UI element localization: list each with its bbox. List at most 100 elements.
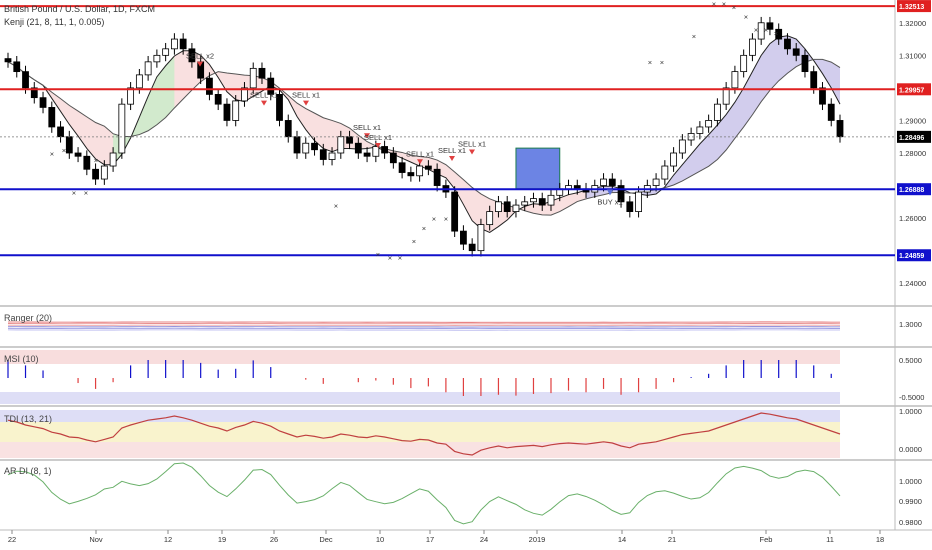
time-tick: Nov	[89, 535, 103, 544]
sell-x-marker: ×	[50, 149, 54, 158]
sell-x-marker: ×	[334, 201, 338, 210]
candle-body	[22, 71, 29, 89]
sell-arrow	[449, 156, 455, 161]
candle-body	[827, 103, 835, 121]
sell-x-marker: ×	[84, 188, 88, 197]
level-tag: 1.24859	[899, 253, 924, 260]
msi-tick: -0.5000	[899, 393, 924, 402]
candle-body	[337, 136, 345, 154]
candle-body	[731, 71, 739, 89]
candle-body	[4, 58, 12, 63]
candle-body	[722, 87, 730, 105]
time-tick: 14	[618, 535, 626, 544]
sell-signal-label: SELL x1	[458, 139, 486, 148]
indicator-title: Kenji (21, 8, 11, 1, 0.005)	[4, 17, 105, 27]
candle-body	[757, 22, 765, 40]
candle-body	[170, 38, 178, 50]
candle-body	[792, 48, 800, 56]
time-tick: 21	[668, 535, 676, 544]
level-tag-bg	[897, 249, 931, 262]
candle-body	[13, 61, 21, 73]
ma-line-fast	[7, 35, 841, 233]
kenji-cloud-green	[113, 55, 175, 165]
candle-body	[670, 152, 677, 167]
candle-body	[810, 71, 818, 89]
sell-signal-label: SELL x1	[406, 149, 434, 158]
sell-x-marker: ×	[94, 156, 98, 165]
candle-body	[775, 28, 783, 40]
tdi-tick: 1.0000	[899, 407, 922, 416]
candle-body	[389, 152, 397, 164]
buy-signal-label: BUY x1	[597, 197, 622, 206]
candle-body	[363, 152, 371, 157]
candle-body	[83, 155, 91, 170]
candle-body	[495, 201, 502, 212]
candle-body	[460, 230, 467, 245]
tdi-label: TDI (13, 21)	[4, 414, 53, 424]
candle-body	[267, 77, 275, 95]
ranger-tick: 1.3000	[899, 320, 922, 329]
candle-body	[188, 48, 196, 63]
candle-body	[521, 201, 529, 206]
time-tick: 18	[876, 535, 884, 544]
candle-body	[705, 120, 713, 128]
candle-body	[311, 142, 318, 151]
candle-body	[118, 103, 126, 154]
candle-body	[635, 191, 642, 212]
candle-body	[451, 191, 459, 232]
price-tick: 1.28000	[899, 149, 926, 158]
price-tick: 1.26000	[899, 214, 926, 223]
msi-lower-zone	[0, 392, 840, 404]
sell-arrow	[364, 133, 370, 139]
buy-arrow	[607, 189, 613, 196]
symbol-title: British Pound / U.S. Dollar, 1D, FXCM	[4, 4, 156, 14]
candle-body	[398, 162, 406, 173]
candle-body	[503, 201, 511, 212]
sell-signal-label: SELL x1	[292, 91, 320, 100]
sell-x-marker: ×	[62, 146, 66, 155]
buy-x-marker: ×	[712, 0, 716, 9]
candle-body	[100, 165, 108, 180]
candle-body	[486, 211, 494, 226]
time-tick: 10	[376, 535, 384, 544]
sell-arrow	[261, 100, 267, 106]
sell-signal-label: SELL x2	[186, 52, 214, 61]
candle-body	[144, 61, 152, 76]
sell-x-marker: ×	[376, 250, 380, 259]
candle-body	[512, 204, 520, 212]
candle-body	[354, 142, 362, 154]
level-tag-bg	[897, 83, 931, 96]
candle-body	[153, 54, 161, 63]
ardi-tick: 0.9800	[899, 518, 922, 527]
kenji-cloud-bullish	[586, 35, 840, 199]
tdi-line	[7, 412, 841, 456]
level-tag-bg	[897, 183, 931, 196]
candle-body	[836, 120, 844, 138]
current-price-tag: 1.28496	[899, 135, 924, 142]
candle-body	[749, 38, 756, 56]
candle-body	[407, 172, 415, 177]
candle-body	[547, 194, 555, 206]
candle-body	[30, 87, 38, 99]
tdi-mid-zone	[0, 422, 840, 442]
sell-x-marker: ×	[444, 214, 448, 223]
candle-body	[223, 103, 231, 121]
candle-body	[302, 142, 310, 154]
buy-x-marker: ×	[754, 26, 758, 35]
sell-x-marker: ×	[388, 253, 392, 262]
sell-arrow	[197, 61, 203, 67]
level-tag: 1.26888	[899, 187, 924, 194]
candle-body	[416, 165, 424, 177]
sell-x-marker: ×	[412, 237, 416, 246]
sell-arrow	[417, 159, 423, 165]
candle-body	[249, 67, 257, 89]
candle-body	[538, 198, 546, 206]
buy-x-marker: ×	[732, 3, 736, 12]
msi-label: MSI (10)	[4, 354, 39, 364]
candle-body	[617, 185, 625, 203]
sell-arrow	[303, 100, 309, 106]
candle-body	[433, 168, 441, 186]
candle-body	[135, 74, 143, 89]
buy-x-marker: ×	[722, 0, 726, 9]
